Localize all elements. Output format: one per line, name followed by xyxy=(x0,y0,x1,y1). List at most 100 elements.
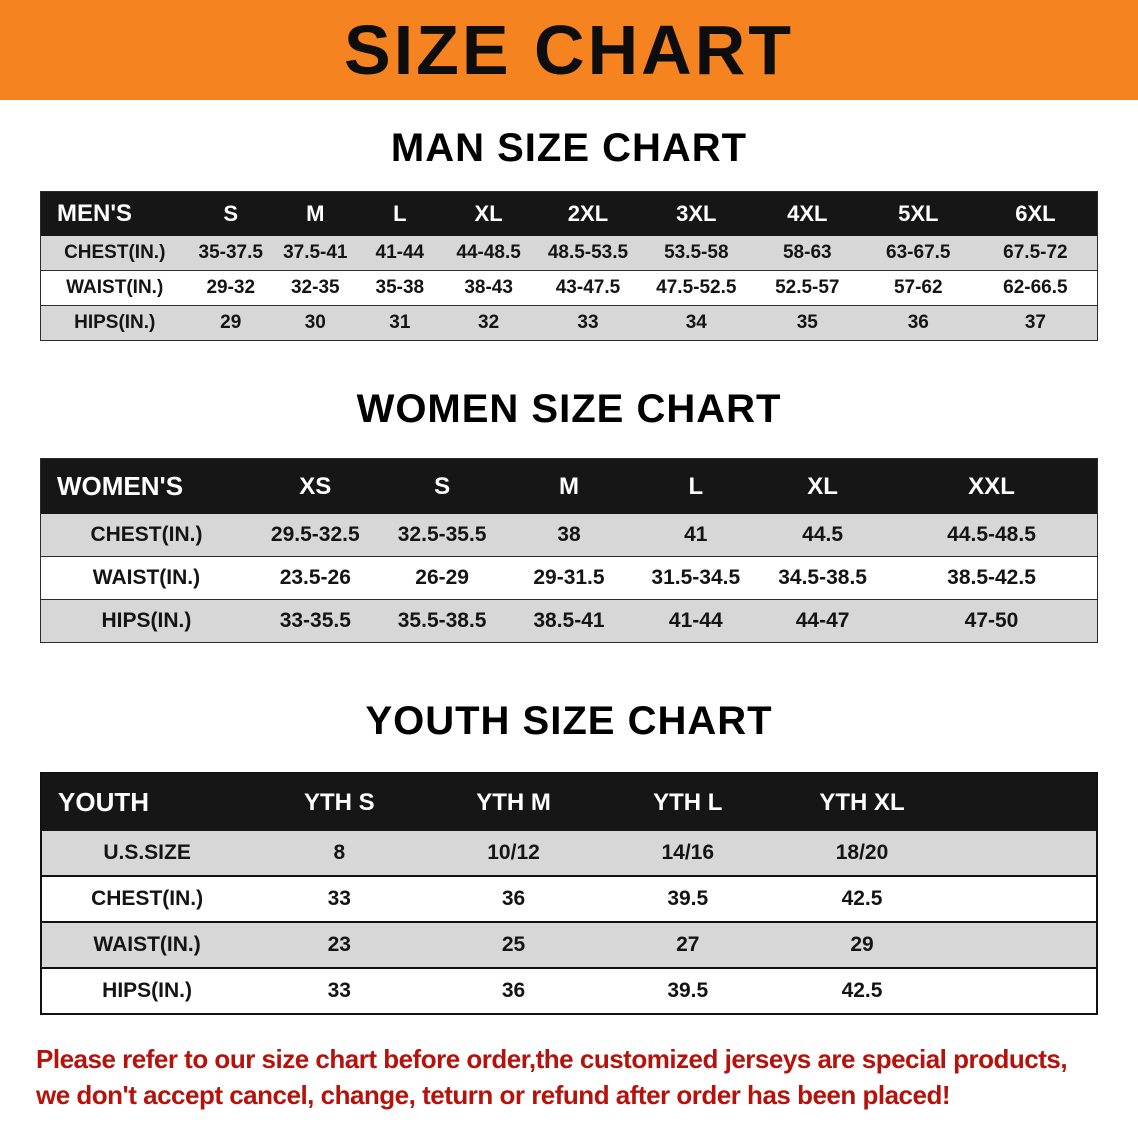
size-value-cell: 42.5 xyxy=(841,979,883,1002)
size-value-cell: 31.5-34.5 xyxy=(651,566,741,589)
table-header-row: WOMEN'S XS S M L XL XXL xyxy=(40,458,1098,514)
size-column-header: M xyxy=(273,191,358,236)
page-title: SIZE CHART xyxy=(344,11,794,89)
size-column-header: 4XL xyxy=(751,191,863,236)
size-value-cell xyxy=(949,831,1097,876)
size-value-cell: 33 xyxy=(577,312,599,333)
size-value-cell: 26-29 xyxy=(415,566,469,589)
size-value-cell: 48.5-53.5 xyxy=(547,242,629,263)
men-section: MAN SIZE CHART MEN'S S M L XL 2XL 3XL 4XL 5XL 6XL… xyxy=(0,126,1138,341)
table-row: WAIST(IN.) 23 25 27 29 xyxy=(41,922,1097,968)
row-label-cell: HIPS(IN.) xyxy=(102,979,193,1002)
size-column-header: 3XL xyxy=(640,191,752,236)
mens-size-table: MEN'S S M L XL 2XL 3XL 4XL 5XL 6XL CHEST(IN.) 35-37… xyxy=(40,191,1098,341)
youth-section: YOUTH SIZE CHART YOUTH YTH S YTH M YTH L YTH… xyxy=(0,699,1138,1015)
size-value-cell: 38-43 xyxy=(464,277,513,298)
size-value-cell: 29 xyxy=(220,312,242,333)
table-row: CHEST(IN.) 29.5-32.5 32.5-35.5 38 41 44.5 44.5… xyxy=(40,514,1098,557)
size-value-cell: 33 xyxy=(327,979,351,1002)
size-value-cell: 38.5-42.5 xyxy=(947,566,1036,589)
youth-size-chart-heading: YOUTH SIZE CHART xyxy=(365,699,773,743)
size-value-cell: 32 xyxy=(478,312,500,333)
size-value-cell: 53.5-58 xyxy=(664,242,729,263)
size-value-cell: 38 xyxy=(557,523,581,546)
size-value-cell: 35.5-38.5 xyxy=(397,609,487,632)
table-row: HIPS(IN.) 29 30 31 32 33 34 35 36 37 xyxy=(40,305,1098,341)
size-value-cell: 25 xyxy=(501,933,526,956)
row-label-cell: HIPS(IN.) xyxy=(74,312,156,333)
size-value-cell: 38.5-41 xyxy=(533,609,605,632)
size-value-cell: 47-50 xyxy=(964,609,1019,632)
size-value-cell: 10/12 xyxy=(487,841,540,864)
women-section: WOMEN SIZE CHART WOMEN'S XS S M L XL XXL CHEST(… xyxy=(0,387,1138,643)
row-label-cell: HIPS(IN.) xyxy=(101,609,192,632)
size-value-cell: 41-44 xyxy=(375,242,425,263)
size-value-cell: 58-63 xyxy=(782,242,832,263)
size-value-cell: 41 xyxy=(684,523,708,546)
size-value-cell: 39.5 xyxy=(667,887,709,910)
size-value-cell: 29-32 xyxy=(206,277,256,298)
size-value-cell: 32-35 xyxy=(290,277,340,298)
size-column-header: YTH XL xyxy=(774,773,950,831)
size-column-header: YTH L xyxy=(600,773,775,831)
size-value-cell: 44-47 xyxy=(795,609,850,632)
table-row: HIPS(IN.) 33 36 39.5 42.5 xyxy=(41,968,1097,1014)
size-value-cell: 39.5 xyxy=(667,979,709,1002)
size-value-cell: 29-31.5 xyxy=(533,566,605,589)
women-size-chart-heading: WOMEN SIZE CHART xyxy=(356,387,782,431)
table-row: CHEST(IN.) 35-37.5 37.5-41 41-44 44-48.5 48.5… xyxy=(40,236,1098,271)
table-row: HIPS(IN.) 33-35.5 35.5-38.5 38.5-41 41-44 44-… xyxy=(40,599,1098,643)
size-value-cell: 35 xyxy=(796,312,818,333)
size-value-cell: 52.5-57 xyxy=(775,277,840,298)
size-value-cell: 37 xyxy=(1024,312,1046,333)
table-header-row: MEN'S S M L XL 2XL 3XL 4XL 5XL 6XL xyxy=(40,191,1098,236)
size-value-cell: 23.5-26 xyxy=(279,566,351,589)
row-label-cell: CHEST(IN.) xyxy=(91,887,204,910)
size-value-cell: 14/16 xyxy=(661,841,715,864)
row-label-cell: WAIST(IN.) xyxy=(66,277,164,298)
size-value-cell: 36 xyxy=(907,312,929,333)
size-column-header: 5XL xyxy=(862,191,974,236)
table-title-cell: MEN'S xyxy=(40,191,189,236)
row-label-cell: WAIST(IN.) xyxy=(92,566,201,589)
size-value-cell xyxy=(949,876,1097,922)
size-value-cell: 63-67.5 xyxy=(886,242,951,263)
size-column-header: 6XL xyxy=(973,191,1098,236)
size-column-header: L xyxy=(632,458,760,514)
size-value-cell: 29.5-32.5 xyxy=(270,523,360,546)
size-value-cell: 30 xyxy=(304,312,326,333)
size-value-cell: 34 xyxy=(685,312,707,333)
disclaimer-line-1: Please refer to our size chart before or… xyxy=(36,1044,1068,1074)
row-label-cell: U.S.SIZE xyxy=(103,841,191,864)
size-value-cell: 47.5-52.5 xyxy=(656,277,737,298)
size-value-cell xyxy=(949,968,1097,1014)
size-column-header: XS xyxy=(251,458,379,514)
size-column-header: XXL xyxy=(886,458,1098,514)
size-value-cell: 44.5-48.5 xyxy=(947,523,1036,546)
size-column-header: YTH S xyxy=(252,773,427,831)
size-value-cell xyxy=(949,922,1097,968)
womens-size-table: WOMEN'S XS S M L XL XXL CHEST(IN.) 29.5-32.5 32.5… xyxy=(40,458,1098,643)
size-chart-banner: SIZE CHART xyxy=(0,0,1138,100)
size-value-cell: 36 xyxy=(501,979,526,1002)
size-value-cell: 8 xyxy=(333,841,346,864)
size-value-cell: 35-38 xyxy=(375,277,425,298)
size-value-cell: 43-47.5 xyxy=(555,277,621,298)
size-value-cell: 31 xyxy=(389,312,411,333)
disclaimer: Please refer to our size chart before or… xyxy=(36,1041,1102,1114)
size-value-cell: 44-48.5 xyxy=(456,242,521,263)
size-value-cell: 29 xyxy=(850,933,874,956)
youth-size-table: YOUTH YTH S YTH M YTH L YTH XL U.S.SIZE 8 10/12… xyxy=(40,772,1098,1015)
table-title-cell: WOMEN'S xyxy=(40,458,252,514)
size-column-header: XL xyxy=(759,458,887,514)
table-header-row: YOUTH YTH S YTH M YTH L YTH XL xyxy=(41,773,1097,831)
row-label-cell: CHEST(IN.) xyxy=(90,523,203,546)
size-value-cell: 23 xyxy=(327,933,351,956)
size-value-cell: 35-37.5 xyxy=(198,242,263,263)
size-column-header: 2XL xyxy=(535,191,641,236)
size-value-cell: 41-44 xyxy=(668,609,723,632)
size-value-cell: 62-66.5 xyxy=(1003,277,1068,298)
size-value-cell: 27 xyxy=(676,933,700,956)
man-size-chart-heading: MAN SIZE CHART xyxy=(390,126,748,170)
